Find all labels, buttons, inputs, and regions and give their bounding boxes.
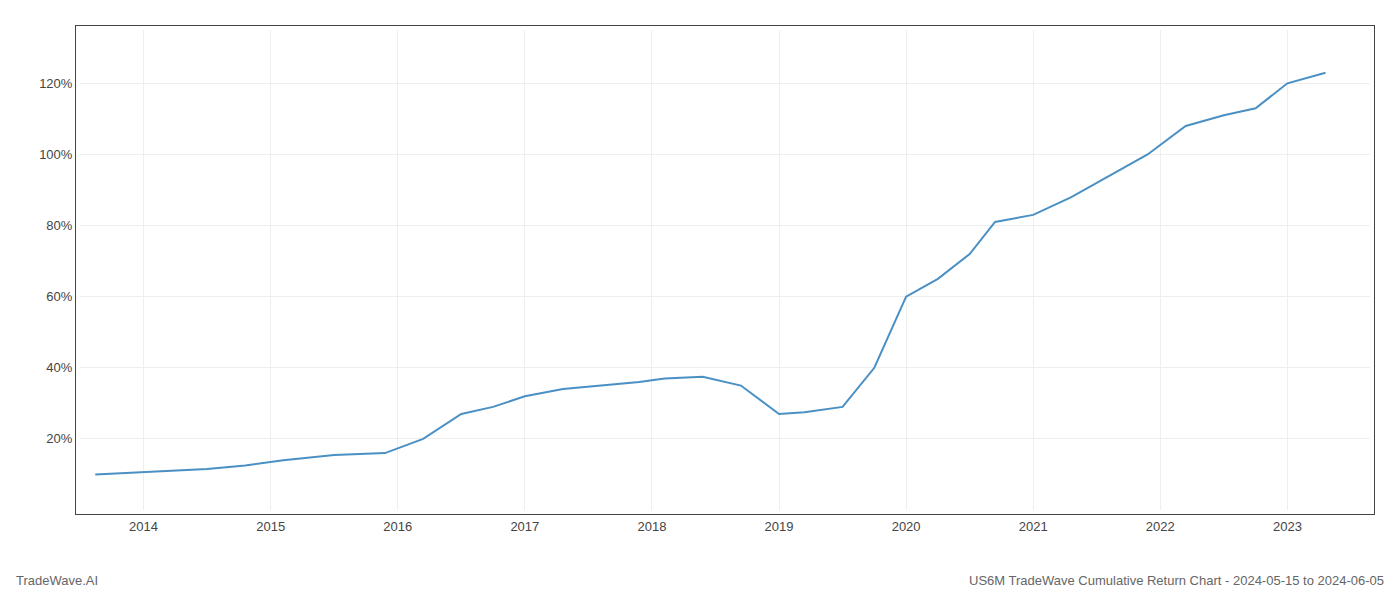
svg-text:100%: 100% [39, 147, 73, 162]
svg-text:80%: 80% [46, 218, 72, 233]
svg-text:120%: 120% [39, 76, 73, 91]
svg-text:2019: 2019 [765, 519, 794, 534]
svg-text:2015: 2015 [256, 519, 285, 534]
svg-text:2017: 2017 [510, 519, 539, 534]
svg-text:2020: 2020 [892, 519, 921, 534]
svg-text:2016: 2016 [383, 519, 412, 534]
svg-text:40%: 40% [46, 360, 72, 375]
svg-text:60%: 60% [46, 289, 72, 304]
svg-text:20%: 20% [46, 431, 72, 446]
svg-text:2022: 2022 [1146, 519, 1175, 534]
svg-text:US6M TradeWave Cumulative Retu: US6M TradeWave Cumulative Return Chart -… [969, 573, 1384, 588]
svg-text:2014: 2014 [129, 519, 158, 534]
svg-text:2021: 2021 [1019, 519, 1048, 534]
svg-text:TradeWave.AI: TradeWave.AI [16, 573, 98, 588]
svg-text:2018: 2018 [637, 519, 666, 534]
svg-text:2023: 2023 [1273, 519, 1302, 534]
